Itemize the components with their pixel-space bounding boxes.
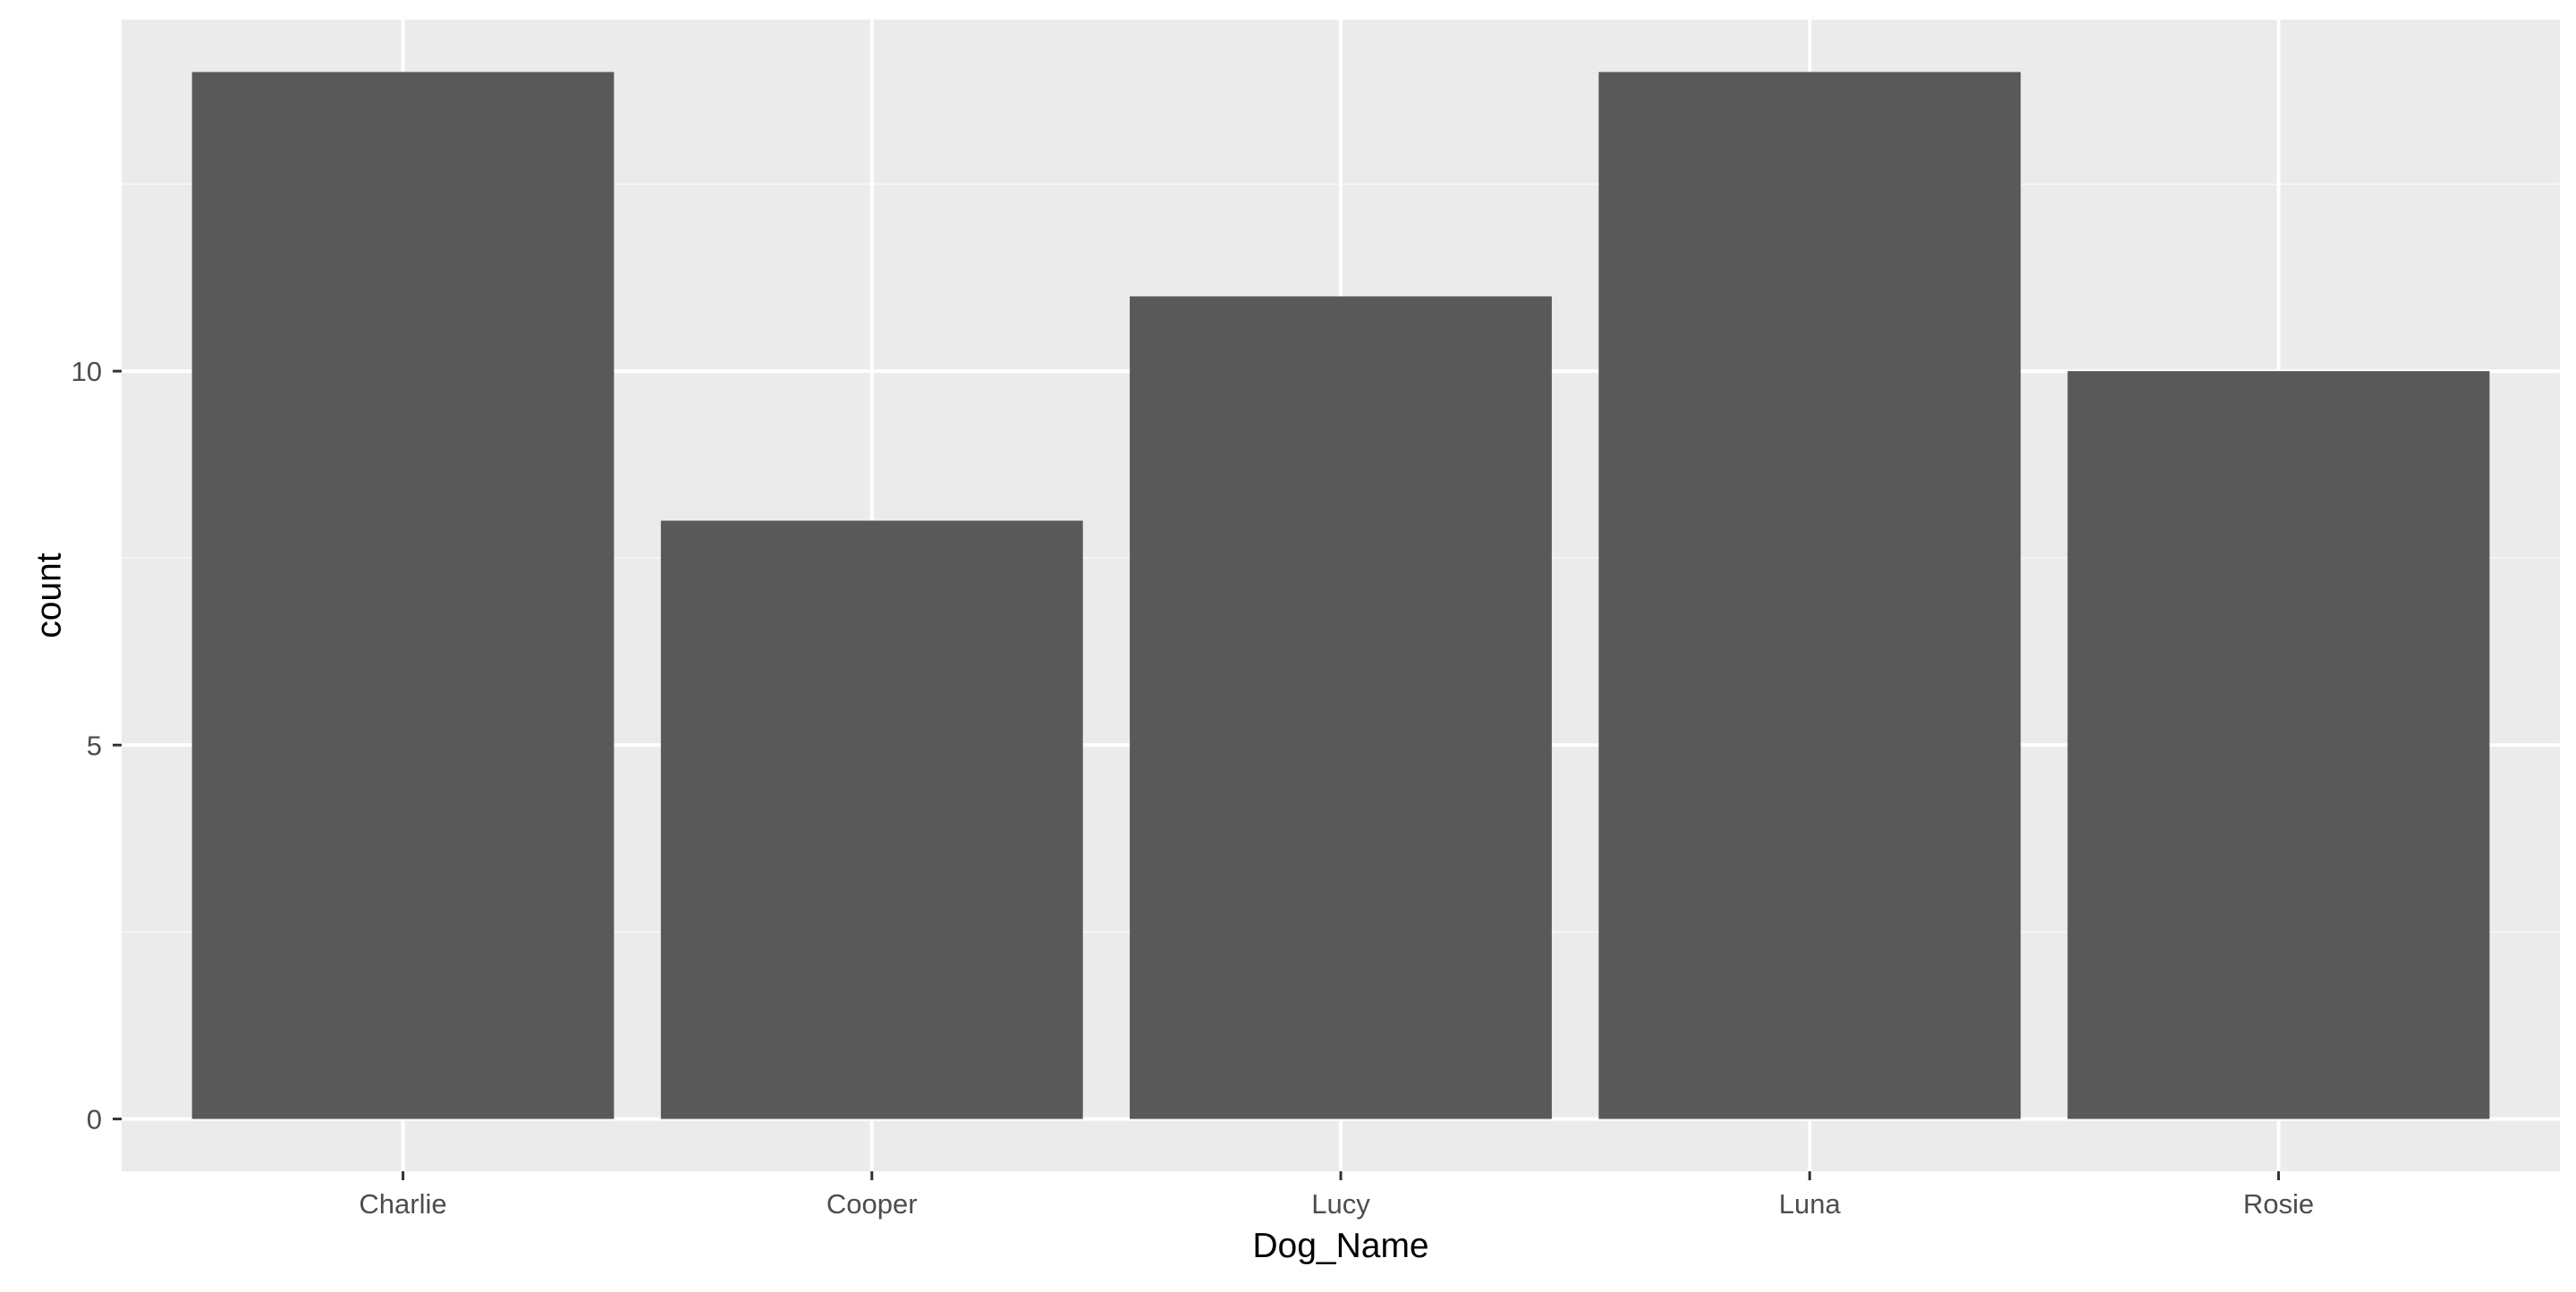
axis-ticks	[113, 369, 2280, 1180]
bar-charlie	[191, 72, 614, 1119]
x-axis-title: Dog_Name	[1252, 1227, 1428, 1265]
x-tick-label: Charlie	[359, 1188, 446, 1220]
x-tick-label: Rosie	[2243, 1188, 2314, 1220]
y-tick-label: 10	[72, 356, 102, 387]
bar-cooper	[660, 520, 1083, 1119]
bar-lucy	[1130, 296, 1552, 1119]
x-tick-label: Cooper	[826, 1188, 918, 1220]
y-tick-label: 5	[87, 730, 102, 761]
x-tick-label: Luna	[1779, 1188, 1842, 1220]
bar-rosie	[2067, 371, 2490, 1119]
x-tick-label: Lucy	[1311, 1188, 1370, 1220]
bar-luna	[1598, 72, 2021, 1119]
y-tick-label: 0	[87, 1103, 102, 1135]
tick-labels: 0 5 10 Charlie Cooper Lucy Luna Rosie	[72, 356, 2315, 1220]
y-axis-title: count	[30, 553, 69, 638]
bars	[191, 72, 2490, 1119]
